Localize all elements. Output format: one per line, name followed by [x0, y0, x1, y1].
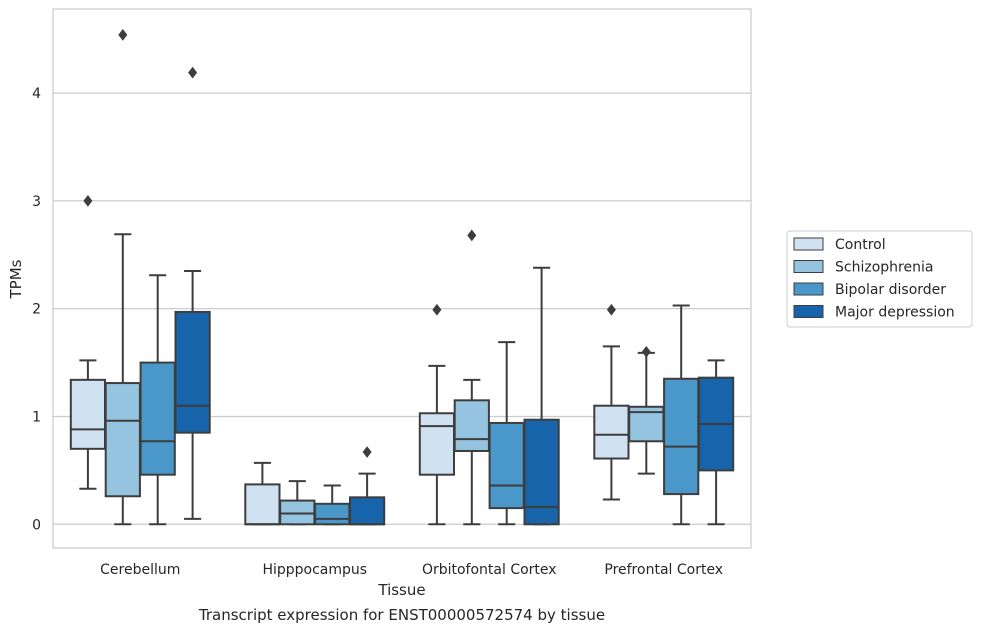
box-body: [69, 378, 107, 450]
chart-caption: Transcript expression for ENST0000057257…: [198, 606, 606, 624]
box-body: [523, 418, 560, 526]
box-2-1: [453, 229, 490, 526]
box-0-2: [139, 274, 176, 526]
y-tick-label: 2: [32, 302, 41, 318]
legend-label: Control: [835, 237, 886, 253]
box-body: [488, 421, 525, 510]
box-2-2: [488, 341, 525, 526]
box-body: [348, 496, 386, 526]
box-1-3: [348, 446, 386, 526]
x-tick-label: Orbitofontal Cortex: [422, 562, 557, 578]
outlier-point: [467, 229, 477, 242]
box-3-3: [697, 359, 735, 526]
legend-label: Bipolar disorder: [835, 282, 946, 298]
y-tick-label: 0: [32, 517, 41, 533]
legend-label: Major depression: [835, 305, 955, 321]
plot-frame: [52, 8, 752, 549]
x-tick-labels: Cerebellum Hipppocampus Orbitofontal Corte…: [100, 562, 723, 578]
outlier-point: [118, 29, 128, 41]
box-3-1: [628, 345, 665, 475]
box-3-0: [593, 303, 630, 501]
box-body: [663, 377, 700, 496]
box-0-1: [104, 29, 141, 526]
y-tick-label: 3: [32, 194, 41, 210]
outlier-point: [83, 195, 93, 207]
legend-frame: [786, 230, 973, 328]
box-body: [418, 412, 456, 476]
box-body: [593, 404, 630, 460]
box-body: [314, 502, 351, 526]
box-0-0: [69, 195, 107, 490]
x-axis-label: Tissue: [377, 581, 425, 599]
outlier-point: [362, 446, 372, 458]
box-1-0: [244, 461, 281, 526]
outlier-point: [432, 303, 442, 316]
box-body: [279, 499, 316, 526]
y-tick-label: 1: [32, 409, 41, 425]
x-tick-label: Cerebellum: [100, 562, 180, 578]
box-2-0: [418, 303, 456, 526]
box-body: [453, 399, 490, 452]
box-1-1: [279, 480, 316, 526]
box-1-2: [314, 484, 351, 526]
box-body: [174, 310, 211, 434]
y-tick-labels: 0 1 2 3 4: [32, 86, 41, 533]
x-tick-label: Prefrontal Cortex: [604, 562, 723, 578]
y-axis-label: TPMs: [7, 259, 25, 299]
legend-label: Schizophrenia: [835, 260, 933, 276]
box-0-3: [174, 66, 211, 520]
box-body: [244, 483, 281, 526]
legend-swatch: [793, 260, 824, 273]
box-2-3: [523, 266, 560, 526]
box-3-2: [663, 304, 700, 526]
outlier-point: [641, 345, 651, 358]
box-body: [104, 382, 141, 498]
legend-swatch: [793, 305, 824, 318]
boxes-layer: [69, 29, 735, 526]
legend: Control Schizophrenia Bipolar disorder Majo…: [786, 230, 973, 328]
y-tick-label: 4: [32, 86, 41, 102]
x-tick-label: Hipppocampus: [262, 562, 367, 578]
outlier-point: [188, 66, 198, 79]
outlier-point: [606, 303, 616, 316]
legend-swatch: [793, 282, 824, 296]
legend-swatch: [793, 237, 824, 251]
box-body: [139, 361, 176, 476]
